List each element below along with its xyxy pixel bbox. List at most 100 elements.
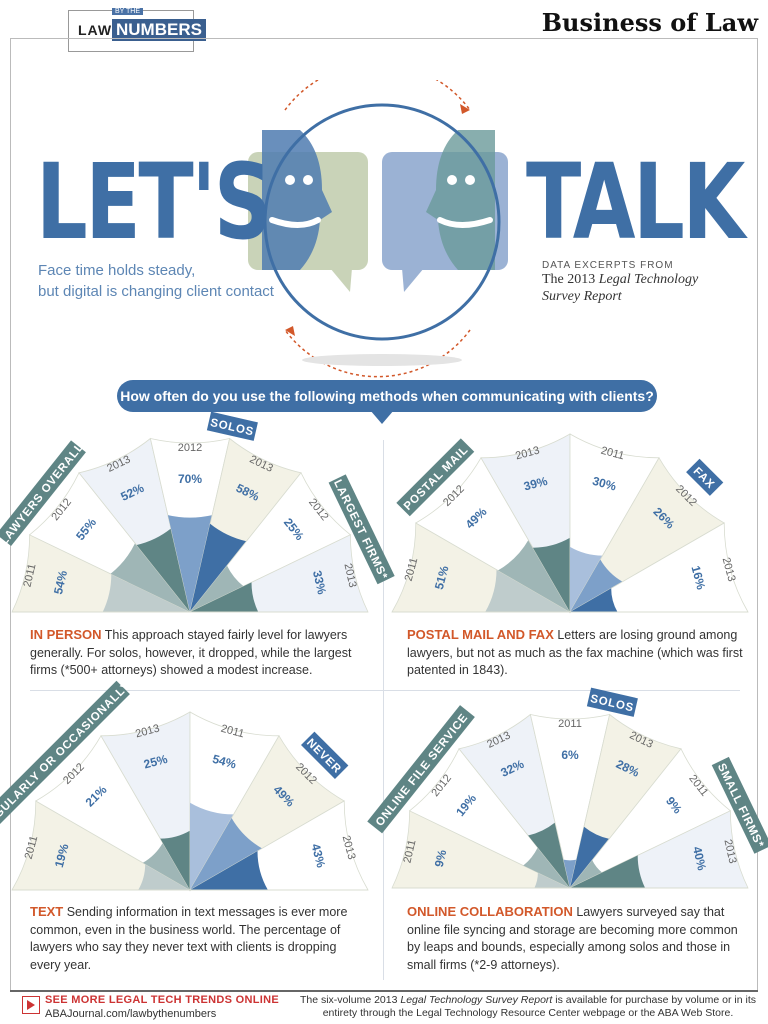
excerpt-report-prefix: The 2013 [542,272,599,287]
excerpt-label: DATA EXCERPTS FROM [542,260,674,271]
speech-tail-left [330,268,352,292]
value-wedge [110,543,190,612]
group-tag-bg [0,440,86,547]
year-label: 2011 [22,563,39,589]
value-wedge [160,830,190,890]
face-right [426,130,495,270]
caption-online-head: ONLINE COLLABORATION [407,904,573,919]
value-wedge [570,546,603,612]
value-wedge [498,540,570,612]
year-label: 2011 [599,445,625,463]
value-wedge [167,515,213,612]
smile-right [437,217,493,228]
hero-shadow [302,354,462,366]
footer-more-link[interactable]: SEE MORE LEGAL TECH TRENDS ONLINE [45,994,279,1006]
group-tag: SOLOS [586,687,638,717]
tagline: Face time holds steady, but digital is c… [38,260,288,302]
year-label: 2013 [341,562,358,589]
arrow-icon[interactable] [22,996,40,1014]
value-label: 51% [432,564,452,591]
value-label: 25% [142,752,169,772]
frame-left [10,38,11,990]
value-label: 30% [591,474,618,494]
value-wedge [523,847,570,888]
caption-postal-text: Letters are losing ground among lawyers,… [407,628,743,677]
value-wedge [136,528,190,612]
tagline-line-2: but digital is changing client contact [38,283,274,300]
frame-right [757,38,758,990]
value-wedge [563,859,577,888]
footer-note-title: Legal Technology Survey Report [400,994,553,1006]
value-wedge [190,802,234,890]
group-tag: FAX [686,458,724,496]
value-wedge [570,855,646,888]
logo-law: LAW [78,22,113,38]
value-wedge [190,565,244,612]
value-wedge [190,818,262,890]
year-label: 2011 [402,839,419,865]
caption-in-person: IN PERSON This approach stayed fairly le… [30,626,370,680]
value-wedge [485,569,570,612]
caption-text-head: TEXT [30,904,64,919]
arrow-arc-bottom [284,329,471,378]
value-wedge [138,864,190,890]
value-wedge [190,582,259,612]
footer-url-link[interactable]: ABAJournal.com/lawbythenumbers [45,1008,217,1020]
footer-note-prefix: The six-volume 2013 [299,994,401,1006]
value-wedge [528,822,570,888]
group-tag-bg [301,731,349,779]
value-label: 54% [51,569,70,596]
footer-note: The six-volume 2013 Legal Technology Sur… [298,994,758,1020]
excerpt-report-title-1: Legal Technology [598,272,699,287]
title-talk: TALK [526,141,745,263]
frame-top [10,38,758,39]
year-label: 2011 [558,718,582,730]
group-tag-bg [396,438,475,517]
value-wedge [102,574,190,612]
excerpt: DATA EXCERPTS FROM The 2013 Legal Techno… [542,260,742,305]
wedge-bg [34,734,192,892]
caption-text-text: Sending information in text messages is … [30,905,348,972]
caption-online-text: Lawyers surveyed say that online file sy… [407,905,738,972]
value-label: 33% [310,569,329,596]
value-label: 6% [561,748,579,762]
value-label: 70% [178,472,202,486]
group-tag-bg [711,756,768,854]
excerpt-report-title-2: Survey Report [542,289,622,304]
year-label: 2013 [721,838,738,865]
eye-left-1 [285,175,295,185]
value-label: 19% [52,842,72,869]
wedge-bg [568,522,749,613]
hero-illustration [248,80,508,378]
question-banner-tip [370,410,394,424]
group-tag-bg [0,680,130,830]
divider-vertical [383,440,384,980]
arrow-arc-top [284,80,471,111]
hero-circle [263,103,501,341]
value-wedge [570,826,610,888]
question-banner: How often do you use the following metho… [117,380,657,412]
caption-postal-head: POSTAL MAIL AND FAX [407,627,554,642]
caption-in-person-head: IN PERSON [30,627,102,642]
value-wedge [142,842,190,890]
group-tag-bg [686,458,724,496]
divider-horizontal [30,690,740,691]
value-label: 40% [690,845,709,872]
value-label: 39% [522,474,549,494]
section-title: Business of Law [541,8,758,37]
year-label: 2011 [23,835,41,861]
caption-postal: POSTAL MAIL AND FAX Letters are losing g… [407,626,747,680]
eye-right-1 [447,175,457,185]
year-label: 2012 [178,442,202,454]
title-lets: LET'S [36,141,272,263]
group-tag-bg [586,687,638,717]
year-label: 2011 [403,557,421,583]
eye-left-2 [303,175,313,185]
speech-tail-right [402,268,424,292]
value-label: 54% [211,752,238,772]
smile-left [269,217,321,228]
arrow-head-bottom [285,326,295,336]
